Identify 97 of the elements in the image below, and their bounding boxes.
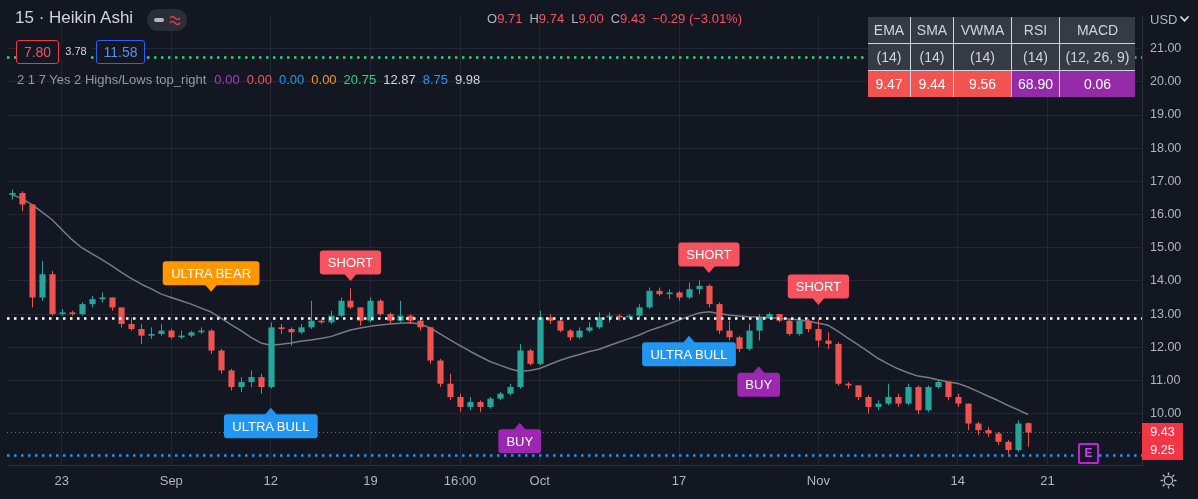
annotation: L9.00 [571,11,604,26]
annotation: (14) [1012,44,1059,70]
ref-line-label: 9.43 [1149,424,1176,442]
candlestick [208,328,215,355]
x-tick-label: 17 [671,473,687,489]
candlestick [1025,421,1032,448]
candlestick [815,318,822,348]
annotation: 9.98 [455,72,481,87]
candlestick [218,348,225,375]
annotation: (12, 26, 9) [1060,44,1135,70]
y-tick-label: 17.00 [1150,173,1182,188]
annotation: (14) [911,44,953,70]
candlestick [228,368,235,391]
y-tick-label: 20.00 [1150,74,1182,89]
text: 9.25 [1149,442,1176,460]
annotation: 3.78 [61,45,91,59]
annotation: 0.00 [246,72,272,87]
annotation: EMA [868,17,910,43]
x-tick-label: Oct [529,473,551,489]
annotation: H9.74 [529,11,565,26]
x-tick-label: 12 [263,473,279,489]
data-label: BUY [745,377,773,393]
x-tick-label: 14 [950,473,966,489]
x-tick-label: Nov [806,473,831,489]
annotation: 0.00 [214,72,240,87]
annotation: 11.58 [96,40,145,64]
y-tick-label: 13.00 [1150,306,1182,321]
data-label: ULTRA BEAR [171,265,252,281]
data-label: SHORT [795,279,842,295]
y-axis-title: USD [1150,12,1178,28]
candlestick [367,296,374,323]
data-label: SHORT [686,247,732,263]
annotation: E [1078,443,1099,464]
annotation: 9.47 [868,71,910,97]
annotation: 68.90 [1012,71,1059,97]
annotation: 0.06 [1060,71,1135,97]
annotation: MACD [1060,17,1135,43]
annotation: 12.87 [383,72,416,87]
x-tick-label: 19 [363,473,378,489]
candlestick [945,381,952,401]
annotation: −0.29 (−3.01%) [652,11,743,26]
candlestick [726,320,733,342]
y-tick-label: 14.00 [1150,273,1182,288]
candlestick [646,287,653,310]
x-tick-label: Sep [159,473,183,489]
annotation: RSI [1012,17,1059,43]
candlestick [905,383,912,406]
annotation: C9.43 [610,11,646,26]
candlestick [347,287,354,310]
candlestick [965,403,972,431]
candlestick [19,190,26,212]
candlestick [457,393,464,413]
annotation: 9.44 [911,71,953,97]
candlestick [746,323,753,352]
annotation: 8.75 [422,72,449,87]
annotation: 0.00 [311,72,337,87]
x-tick-label: 23 [54,473,69,489]
annotation: 9.56 [954,71,1011,97]
chart-title: 15 · Heikin Ashi [15,8,134,29]
candlestick [258,373,265,395]
x-tick-label: 16:00 [443,473,477,489]
candlestick [308,300,315,330]
annotation: (14) [868,44,910,70]
y-tick-label: 21.00 [1150,41,1182,56]
candlestick [706,283,713,308]
annotation: 2 1 7 Yes 2 Highs/Lows top_right [17,72,207,87]
y-tick-label: 10.00 [1150,406,1182,421]
data-label: SHORT [327,255,374,271]
data-label: ULTRA BULL [650,346,728,362]
y-tick-label: 19.00 [1150,107,1182,122]
candlestick [288,326,295,347]
y-tick-label: 11.00 [1150,372,1181,387]
y-tick-label: 15.00 [1150,240,1182,255]
annotation: O9.71 [487,11,523,26]
candlestick [756,313,763,342]
candlestick [915,384,922,415]
annotation: 0.00 [278,72,305,87]
annotation: VWMA [954,17,1011,43]
annotation: 20.75 [343,72,377,87]
candlestick [865,394,872,415]
candlestick [437,358,444,388]
annotation: 7.80 [16,40,59,64]
candlestick [138,323,145,345]
candlestick [357,306,364,327]
candlestick [39,260,46,302]
data-label: BUY [506,433,534,449]
candlestick [447,373,454,401]
candlestick [925,384,932,413]
y-tick-label: 12.00 [1150,339,1182,354]
y-tick-label: 18.00 [1150,140,1182,155]
candlestick [338,296,345,318]
annotation: SMA [911,17,953,43]
x-tick-label: 21 [1040,473,1055,489]
candlestick [885,383,892,406]
y-tick-label: 16.00 [1150,206,1182,221]
annotation: (14) [954,44,1011,70]
data-label: ULTRA BULL [232,418,310,434]
